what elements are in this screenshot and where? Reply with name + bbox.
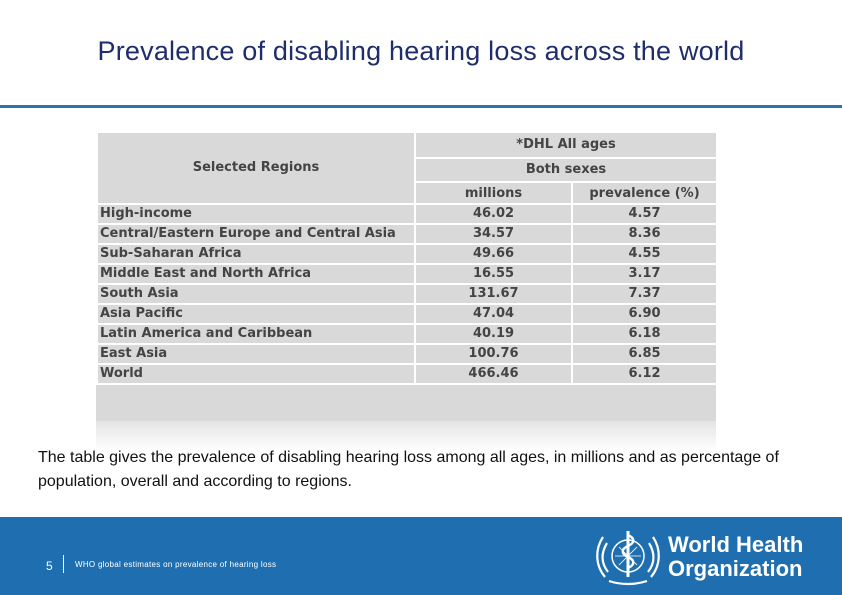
table-row: World 466.46 6.12 xyxy=(96,363,719,385)
who-logo-text: World Health Organization xyxy=(668,533,803,581)
millions-header: millions xyxy=(414,181,573,205)
dhl-table: Selected Regions *DHL All ages Both sexe… xyxy=(96,131,719,385)
who-name-line1: World Health xyxy=(668,532,804,557)
sub-header: Both sexes xyxy=(413,157,719,183)
millions-cell: 16.55 xyxy=(414,263,573,285)
prevalence-header: prevalence (%) xyxy=(570,181,719,205)
prevalence-cell: 6.18 xyxy=(570,323,719,345)
page-number: 5 xyxy=(46,559,53,573)
table-row: Middle East and North Africa 16.55 3.17 xyxy=(96,263,719,285)
table-row: Central/Eastern Europe and Central Asia 3… xyxy=(96,223,719,245)
page-number-separator xyxy=(63,555,64,573)
region-cell: World xyxy=(96,363,416,385)
prevalence-cell: 7.37 xyxy=(570,283,719,305)
dhl-table-container: Selected Regions *DHL All ages Both sexe… xyxy=(96,131,719,451)
millions-cell: 34.57 xyxy=(414,223,573,245)
table-row: Latin America and Caribbean 40.19 6.18 xyxy=(96,323,719,345)
region-cell: Sub-Saharan Africa xyxy=(96,243,416,265)
region-header: Selected Regions xyxy=(96,131,416,205)
millions-cell: 131.67 xyxy=(414,283,573,305)
prevalence-cell: 6.12 xyxy=(570,363,719,385)
millions-cell: 47.04 xyxy=(414,303,573,325)
slide-title: Prevalence of disabling hearing loss acr… xyxy=(97,36,745,66)
region-cell: South Asia xyxy=(96,283,416,305)
footer-text: WHO global estimates on prevalence of he… xyxy=(75,560,277,569)
who-name-line2: Organization xyxy=(668,556,803,581)
prevalence-cell: 3.17 xyxy=(570,263,719,285)
table-row: High-income 46.02 4.57 xyxy=(96,203,719,225)
region-cell: High-income xyxy=(96,203,416,225)
region-cell: East Asia xyxy=(96,343,416,365)
who-emblem-icon xyxy=(596,531,660,586)
group-header: *DHL All ages xyxy=(413,131,719,159)
prevalence-cell: 4.57 xyxy=(570,203,719,225)
region-cell: Latin America and Caribbean xyxy=(96,323,416,345)
millions-cell: 466.46 xyxy=(414,363,573,385)
footer-bar: 5 WHO global estimates on prevalence of … xyxy=(0,517,842,595)
region-cell: Middle East and North Africa xyxy=(96,263,416,285)
table-caption: The table gives the prevalence of disabl… xyxy=(38,449,779,490)
millions-cell: 40.19 xyxy=(414,323,573,345)
prevalence-cell: 8.36 xyxy=(570,223,719,245)
table-row: Sub-Saharan Africa 49.66 4.55 xyxy=(96,243,719,265)
table-row: Asia Pacific 47.04 6.90 xyxy=(96,303,719,325)
millions-cell: 46.02 xyxy=(414,203,573,225)
table-shadow xyxy=(96,421,716,451)
region-cell: Asia Pacific xyxy=(96,303,416,325)
prevalence-cell: 6.85 xyxy=(570,343,719,365)
prevalence-cell: 6.90 xyxy=(570,303,719,325)
region-cell: Central/Eastern Europe and Central Asia xyxy=(96,223,416,245)
title-divider xyxy=(0,105,842,108)
millions-cell: 100.76 xyxy=(414,343,573,365)
table-row: East Asia 100.76 6.85 xyxy=(96,343,719,365)
table-row: South Asia 131.67 7.37 xyxy=(96,283,719,305)
millions-cell: 49.66 xyxy=(414,243,573,265)
prevalence-cell: 4.55 xyxy=(570,243,719,265)
